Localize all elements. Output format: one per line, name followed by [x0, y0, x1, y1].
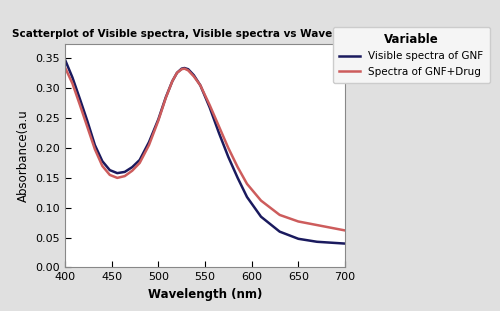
Visible spectra of GNF	[170, 79, 175, 83]
Visible spectra of GNF	[129, 165, 135, 169]
Visible spectra of GNF	[70, 76, 75, 79]
Visible spectra of GNF	[62, 58, 68, 62]
Spectra of GNF+Drug	[107, 173, 113, 177]
Visible spectra of GNF	[276, 230, 282, 234]
Spectra of GNF+Drug	[92, 147, 98, 151]
Visible spectra of GNF	[84, 119, 90, 123]
Visible spectra of GNF	[216, 131, 222, 135]
Spectra of GNF+Drug	[314, 223, 320, 227]
Spectra of GNF+Drug	[296, 220, 302, 223]
Spectra of GNF+Drug	[191, 75, 197, 78]
Visible spectra of GNF	[258, 215, 264, 219]
Spectra of GNF+Drug	[342, 229, 348, 232]
Spectra of GNF+Drug	[206, 103, 212, 107]
Visible spectra of GNF	[136, 158, 142, 162]
Spectra of GNF+Drug	[136, 161, 142, 165]
Spectra of GNF+Drug	[170, 79, 175, 83]
Spectra of GNF+Drug	[146, 143, 152, 147]
Visible spectra of GNF	[146, 140, 152, 144]
Spectra of GNF+Drug	[84, 125, 90, 129]
Spectra of GNF+Drug	[174, 71, 180, 75]
Spectra of GNF+Drug	[226, 146, 232, 150]
Spectra of GNF+Drug	[276, 213, 282, 217]
Visible spectra of GNF	[234, 176, 240, 180]
Spectra of GNF+Drug	[198, 83, 203, 87]
Text: Scatterplot of Visible spectra, Visible spectra vs Wavelength (nm): Scatterplot of Visible spectra, Visible …	[12, 29, 402, 39]
Visible spectra of GNF	[174, 71, 180, 75]
Spectra of GNF+Drug	[258, 199, 264, 202]
Visible spectra of GNF	[185, 67, 191, 71]
Spectra of GNF+Drug	[114, 176, 120, 180]
Spectra of GNF+Drug	[70, 82, 75, 86]
Spectra of GNF+Drug	[182, 67, 188, 71]
Spectra of GNF+Drug	[332, 227, 338, 230]
Visible spectra of GNF	[314, 240, 320, 244]
X-axis label: Wavelength (nm): Wavelength (nm)	[148, 288, 262, 301]
Y-axis label: Absorbance(a.u: Absorbance(a.u	[17, 109, 30, 202]
Spectra of GNF+Drug	[244, 182, 250, 186]
Spectra of GNF+Drug	[77, 103, 83, 107]
Spectra of GNF+Drug	[163, 96, 169, 100]
Visible spectra of GNF	[206, 105, 212, 109]
Visible spectra of GNF	[198, 83, 203, 87]
Visible spectra of GNF	[296, 237, 302, 241]
Line: Spectra of GNF+Drug: Spectra of GNF+Drug	[65, 67, 345, 230]
Visible spectra of GNF	[182, 66, 188, 70]
Visible spectra of GNF	[226, 155, 232, 159]
Visible spectra of GNF	[244, 195, 250, 199]
Spectra of GNF+Drug	[178, 67, 184, 71]
Spectra of GNF+Drug	[100, 164, 105, 168]
Spectra of GNF+Drug	[122, 174, 128, 178]
Visible spectra of GNF	[92, 143, 98, 147]
Visible spectra of GNF	[342, 242, 348, 245]
Visible spectra of GNF	[107, 168, 113, 172]
Spectra of GNF+Drug	[185, 68, 191, 72]
Visible spectra of GNF	[122, 170, 128, 174]
Legend: Visible spectra of GNF, Spectra of GNF+Drug: Visible spectra of GNF, Spectra of GNF+D…	[333, 27, 490, 83]
Spectra of GNF+Drug	[234, 165, 240, 169]
Visible spectra of GNF	[178, 67, 184, 71]
Visible spectra of GNF	[163, 95, 169, 99]
Spectra of GNF+Drug	[216, 125, 222, 128]
Visible spectra of GNF	[114, 171, 120, 175]
Visible spectra of GNF	[100, 159, 105, 163]
Spectra of GNF+Drug	[156, 119, 162, 123]
Visible spectra of GNF	[77, 97, 83, 101]
Visible spectra of GNF	[191, 73, 197, 77]
Spectra of GNF+Drug	[62, 66, 68, 69]
Spectra of GNF+Drug	[129, 169, 135, 173]
Visible spectra of GNF	[332, 241, 338, 245]
Visible spectra of GNF	[156, 118, 162, 121]
Line: Visible spectra of GNF: Visible spectra of GNF	[65, 60, 345, 244]
